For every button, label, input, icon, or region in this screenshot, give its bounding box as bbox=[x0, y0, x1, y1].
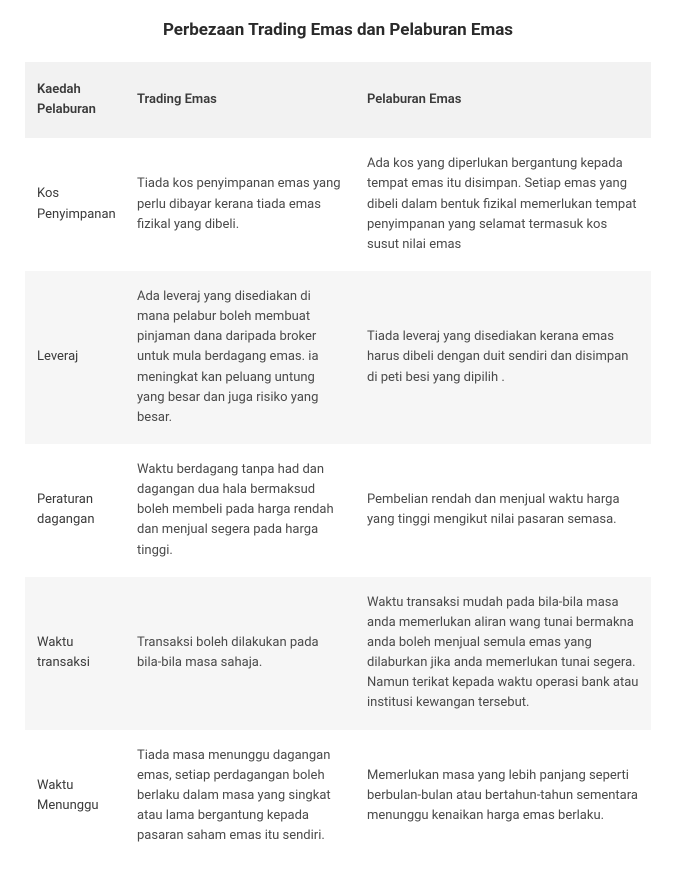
row-label: Waktu transaksi bbox=[25, 577, 125, 730]
cell-trading: Ada leveraj yang disediakan di mana pela… bbox=[125, 271, 355, 444]
cell-pelaburan: Memerlukan masa yang lebih panjang seper… bbox=[355, 730, 651, 863]
table-row: Waktu Menunggu Tiada masa menunggu dagan… bbox=[25, 730, 651, 863]
col-header-pelaburan: Pelaburan Emas bbox=[355, 62, 651, 138]
page-title: Perbezaan Trading Emas dan Pelaburan Ema… bbox=[25, 20, 651, 40]
row-label: Peraturan dagangan bbox=[25, 444, 125, 577]
table-header-row: Kaedah Pelaburan Trading Emas Pelaburan … bbox=[25, 62, 651, 138]
table-row: Waktu transaksi Transaksi boleh dilakuka… bbox=[25, 577, 651, 730]
cell-pelaburan: Waktu transaksi mudah pada bila-bila mas… bbox=[355, 577, 651, 730]
cell-trading: Waktu berdagang tanpa had dan dagangan d… bbox=[125, 444, 355, 577]
table-row: Peraturan dagangan Waktu berdagang tanpa… bbox=[25, 444, 651, 577]
row-label: Leveraj bbox=[25, 271, 125, 444]
col-header-trading: Trading Emas bbox=[125, 62, 355, 138]
cell-trading: Tiada kos penyimpanan emas yang perlu di… bbox=[125, 138, 355, 271]
cell-trading: Tiada masa menunggu dagangan emas, setia… bbox=[125, 730, 355, 863]
cell-pelaburan: Ada kos yang diperlukan bergantung kepad… bbox=[355, 138, 651, 271]
cell-trading: Transaksi boleh dilakukan pada bila-bila… bbox=[125, 577, 355, 730]
col-header-kaedah: Kaedah Pelaburan bbox=[25, 62, 125, 138]
comparison-table: Kaedah Pelaburan Trading Emas Pelaburan … bbox=[25, 62, 651, 862]
table-row: Leveraj Ada leveraj yang disediakan di m… bbox=[25, 271, 651, 444]
cell-pelaburan: Tiada leveraj yang disediakan kerana ema… bbox=[355, 271, 651, 444]
cell-pelaburan: Pembelian rendah dan menjual waktu harga… bbox=[355, 444, 651, 577]
table-row: Kos Penyimpanan Tiada kos penyimpanan em… bbox=[25, 138, 651, 271]
row-label: Kos Penyimpanan bbox=[25, 138, 125, 271]
row-label: Waktu Menunggu bbox=[25, 730, 125, 863]
